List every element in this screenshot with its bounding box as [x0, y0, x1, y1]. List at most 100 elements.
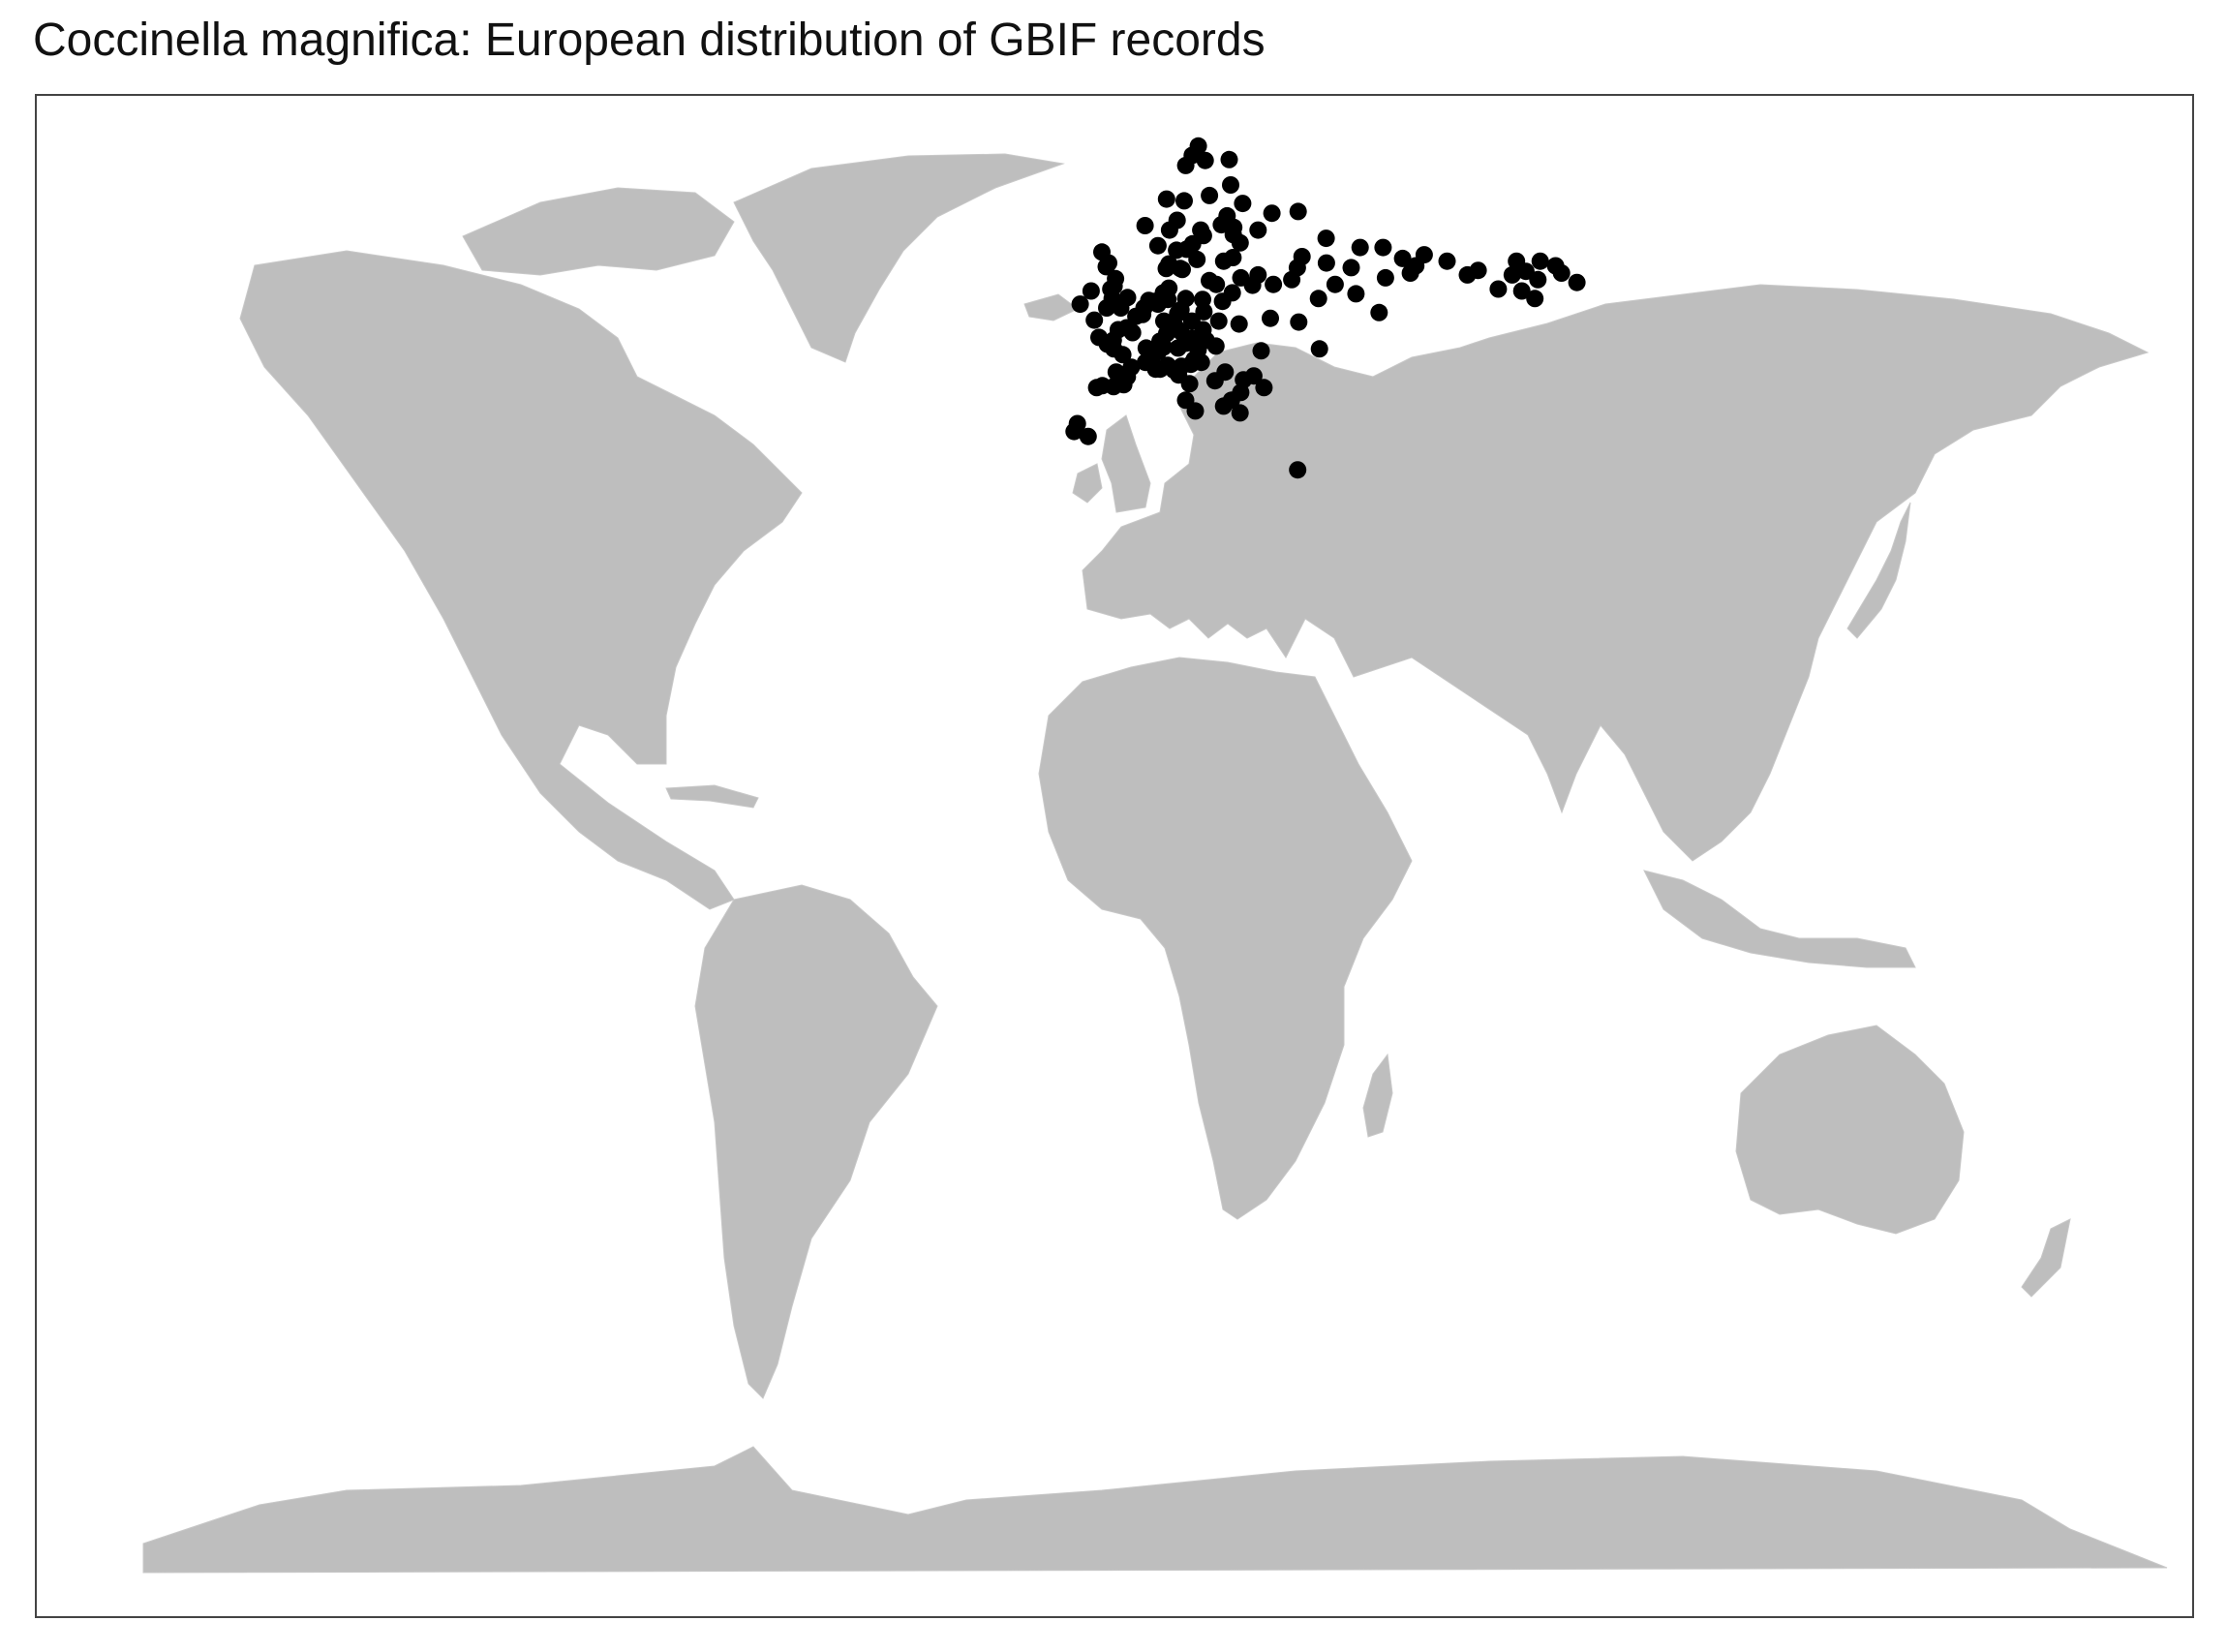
occurrence-point	[1159, 291, 1177, 309]
world-map	[142, 137, 2168, 1574]
caribbean-landmass	[665, 784, 759, 809]
occurrence-point	[1214, 252, 1233, 270]
occurrence-point	[1201, 186, 1219, 204]
occurrence-point	[1347, 285, 1365, 303]
occurrence-point	[1265, 275, 1283, 293]
north-america-landmass	[239, 250, 803, 910]
occurrence-point	[1180, 375, 1199, 393]
occurrence-point	[1310, 340, 1328, 358]
occurrence-point	[1222, 176, 1239, 194]
occurrence-point	[1176, 290, 1195, 308]
occurrence-point	[1082, 282, 1100, 300]
occurrence-point	[1568, 273, 1586, 291]
occurrence-point	[1342, 259, 1360, 277]
occurrence-point	[1503, 265, 1521, 284]
occurrence-point	[1489, 280, 1508, 298]
occurrence-point	[1289, 461, 1307, 479]
occurrence-point	[1209, 312, 1228, 330]
occurrence-point	[1079, 427, 1097, 445]
eurasia-landmass	[1082, 284, 2150, 862]
occurrence-point	[1207, 275, 1226, 293]
occurrence-point	[1100, 254, 1117, 272]
occurrence-point	[1469, 261, 1487, 280]
occurrence-point	[1218, 206, 1236, 225]
occurrence-point	[1196, 151, 1214, 169]
occurrence-point	[1137, 339, 1155, 357]
occurrence-point	[1263, 204, 1281, 223]
occurrence-point	[1206, 337, 1225, 355]
occurrence-point	[1317, 229, 1335, 248]
madagascar-landmass	[1362, 1053, 1393, 1138]
japan-landmass	[1846, 502, 1911, 639]
occurrence-point	[1531, 252, 1549, 270]
occurrence-point	[1090, 328, 1108, 347]
occurrence-point	[1107, 269, 1125, 288]
occurrence-point	[1123, 323, 1142, 342]
occurrence-point	[1071, 295, 1089, 314]
occurrence-point	[1255, 379, 1273, 397]
occurrence-point	[1186, 402, 1205, 420]
occurrence-point	[1231, 233, 1249, 252]
occurrence-point	[1283, 270, 1301, 289]
occurrence-point	[1407, 257, 1425, 275]
occurrence-point	[1168, 211, 1186, 229]
ireland-landmass	[1072, 463, 1103, 504]
occurrence-point	[1438, 252, 1456, 270]
indonesia-landmass	[1643, 870, 1916, 968]
occurrence-points-layer	[1065, 137, 1586, 479]
occurrence-point	[1529, 270, 1547, 289]
occurrence-point	[1160, 255, 1178, 273]
occurrence-point	[1252, 342, 1270, 360]
occurrence-point	[1249, 265, 1267, 284]
occurrence-point	[1309, 290, 1327, 308]
occurrence-point	[1376, 268, 1394, 287]
occurrence-point	[1231, 404, 1249, 422]
occurrence-point	[1169, 304, 1187, 322]
occurrence-point	[1157, 190, 1175, 208]
antarctica-landmass	[142, 1446, 2168, 1574]
occurrence-point	[1289, 202, 1307, 221]
occurrence-point	[1317, 254, 1335, 272]
occurrence-point	[1552, 264, 1571, 282]
new-zealand-landmass	[2021, 1218, 2071, 1298]
greenland-landmass	[733, 153, 1065, 363]
occurrence-point	[1290, 313, 1308, 331]
occurrence-point	[1192, 221, 1210, 239]
occurrence-point	[1136, 217, 1154, 234]
occurrence-point	[1214, 397, 1233, 415]
occurrence-point	[1205, 372, 1224, 390]
occurrence-point	[1370, 303, 1388, 321]
occurrence-point	[1374, 238, 1392, 257]
occurrence-point	[1235, 371, 1253, 389]
occurrence-point	[1526, 290, 1544, 308]
occurrence-point	[1512, 282, 1531, 300]
occurrence-point	[1230, 315, 1248, 333]
occurrence-point	[1293, 248, 1311, 265]
map-title: Coccinella magnifica: European distribut…	[33, 15, 1266, 66]
britain-landmass	[1101, 414, 1151, 513]
iceland-landmass	[1023, 293, 1079, 321]
occurrence-point	[1168, 241, 1186, 260]
occurrence-point	[1192, 353, 1210, 372]
arctic-islands-landmass	[462, 187, 735, 276]
occurrence-point	[1249, 221, 1267, 239]
occurrence-point	[1122, 358, 1141, 377]
australia-landmass	[1735, 1025, 1965, 1235]
occurrence-point	[1068, 414, 1086, 433]
occurrence-point	[1085, 311, 1104, 329]
occurrence-point	[1351, 238, 1369, 257]
land-layer	[142, 153, 2168, 1574]
occurrence-point	[1234, 195, 1252, 213]
map-frame	[35, 94, 2194, 1618]
occurrence-point	[1326, 275, 1344, 293]
south-america-landmass	[694, 884, 938, 1399]
occurrence-point	[1220, 150, 1238, 168]
occurrence-point	[1098, 299, 1115, 317]
occurrence-point	[1175, 192, 1193, 210]
occurrence-point	[1148, 236, 1167, 255]
occurrence-point	[1194, 291, 1211, 309]
occurrence-point	[1393, 249, 1412, 267]
occurrence-point	[1172, 322, 1190, 341]
africa-landmass	[1038, 657, 1413, 1220]
occurrence-point	[1223, 284, 1241, 302]
